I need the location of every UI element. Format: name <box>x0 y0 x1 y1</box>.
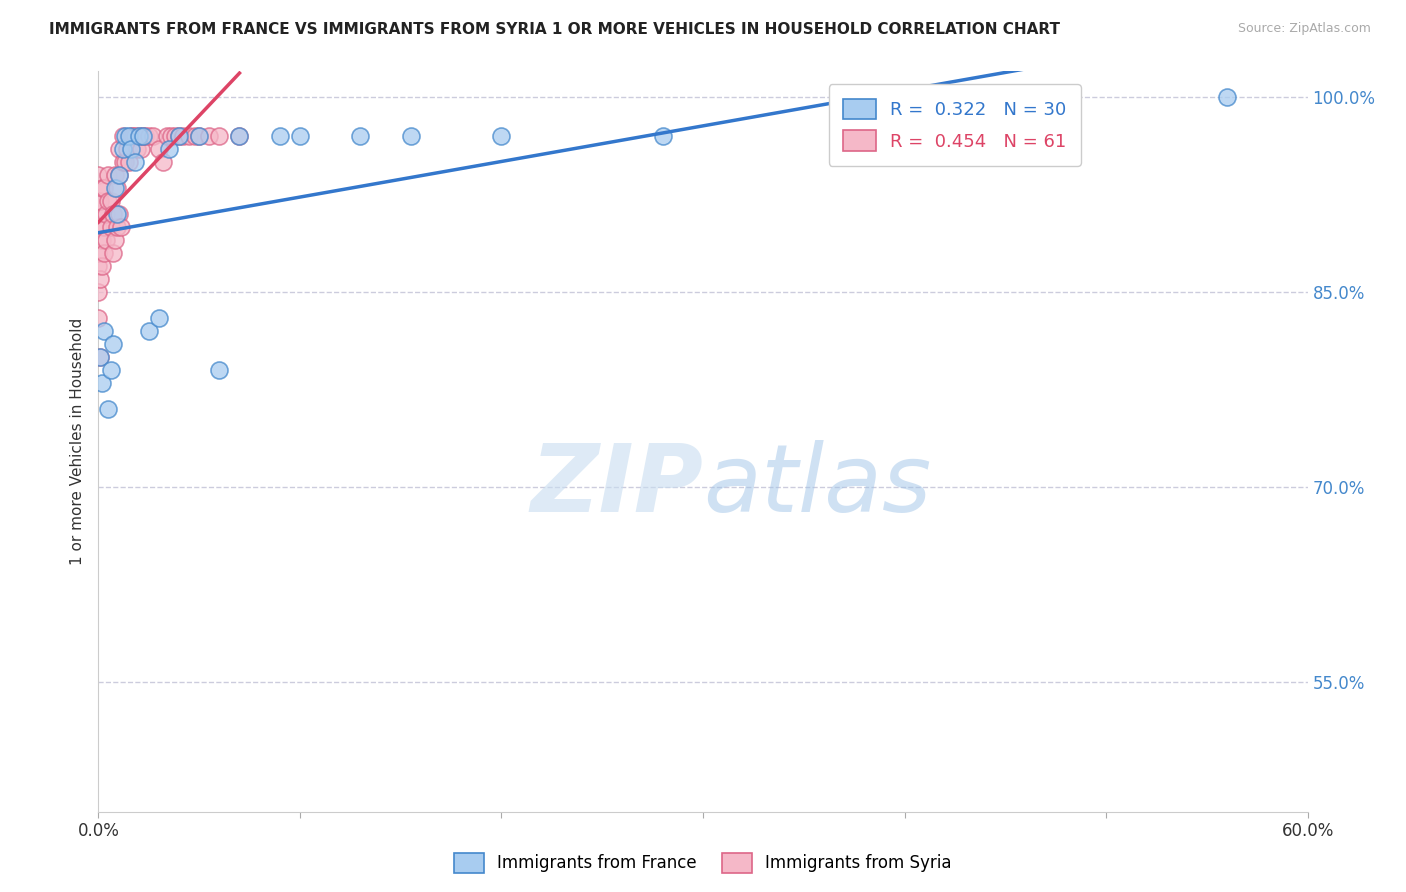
Point <box>184 129 207 144</box>
Point <box>118 129 141 144</box>
Point <box>157 142 180 156</box>
Point <box>288 129 311 144</box>
Point <box>228 129 250 144</box>
Point <box>87 259 110 273</box>
Point <box>105 207 128 221</box>
Point <box>111 129 134 144</box>
Point <box>167 129 190 144</box>
Point <box>163 129 186 144</box>
Point <box>118 155 141 169</box>
Point <box>87 207 110 221</box>
Point <box>107 207 129 221</box>
Point <box>1216 90 1239 104</box>
Point <box>228 129 250 144</box>
Point <box>269 129 291 144</box>
Point <box>188 129 211 144</box>
Point <box>121 129 143 144</box>
Text: atlas: atlas <box>703 441 931 532</box>
Point <box>120 129 142 144</box>
Point <box>114 129 136 144</box>
Point <box>111 155 134 169</box>
Point <box>93 324 115 338</box>
Point <box>198 129 221 144</box>
Point <box>103 233 125 247</box>
Point <box>124 155 146 169</box>
Point <box>93 246 115 260</box>
Point <box>101 246 124 260</box>
Point <box>114 155 136 169</box>
Point <box>111 142 134 156</box>
Point <box>87 285 110 300</box>
Point <box>103 181 125 195</box>
Point <box>129 142 152 156</box>
Point <box>89 272 111 286</box>
Point <box>87 311 110 326</box>
Point <box>87 220 110 235</box>
Point <box>208 363 231 377</box>
Point <box>142 129 165 144</box>
Point <box>87 168 110 182</box>
Point <box>125 142 148 156</box>
Point <box>152 155 174 169</box>
Point <box>115 142 138 156</box>
Point <box>167 129 190 144</box>
Text: IMMIGRANTS FROM FRANCE VS IMMIGRANTS FROM SYRIA 1 OR MORE VEHICLES IN HOUSEHOLD : IMMIGRANTS FROM FRANCE VS IMMIGRANTS FRO… <box>49 22 1060 37</box>
Point <box>132 129 155 144</box>
Point <box>349 129 371 144</box>
Point <box>138 324 160 338</box>
Point <box>156 129 179 144</box>
Legend: Immigrants from France, Immigrants from Syria: Immigrants from France, Immigrants from … <box>447 847 959 880</box>
Point <box>91 181 114 195</box>
Point <box>124 129 146 144</box>
Point <box>188 129 211 144</box>
Point <box>105 220 128 235</box>
Point <box>100 220 122 235</box>
Point <box>134 129 156 144</box>
Point <box>128 129 150 144</box>
Point <box>97 194 120 209</box>
Point <box>96 207 118 221</box>
Point <box>128 129 150 144</box>
Point <box>110 220 132 235</box>
Point <box>148 142 170 156</box>
Point <box>91 233 114 247</box>
Point <box>101 207 124 221</box>
Point <box>89 194 111 209</box>
Point <box>93 220 115 235</box>
Point <box>87 194 110 209</box>
Y-axis label: 1 or more Vehicles in Household: 1 or more Vehicles in Household <box>70 318 86 566</box>
Point <box>93 181 115 195</box>
Point <box>91 259 114 273</box>
Point <box>89 350 111 364</box>
Point <box>105 181 128 195</box>
Point <box>97 168 120 182</box>
Point <box>107 168 129 182</box>
Point <box>96 233 118 247</box>
Point <box>87 246 110 260</box>
Point <box>179 129 201 144</box>
Point <box>107 142 129 156</box>
Point <box>120 142 142 156</box>
Point <box>651 129 673 144</box>
Point <box>103 168 125 182</box>
Point <box>97 402 120 417</box>
Point <box>100 363 122 377</box>
Point <box>148 311 170 326</box>
Point <box>101 337 124 351</box>
Point <box>399 129 422 144</box>
Point <box>172 129 194 144</box>
Point <box>138 129 160 144</box>
Point <box>132 129 155 144</box>
Point <box>89 350 111 364</box>
Text: ZIP: ZIP <box>530 440 703 532</box>
Legend: R =  0.322   N = 30, R =  0.454   N = 61: R = 0.322 N = 30, R = 0.454 N = 61 <box>828 84 1081 166</box>
Text: Source: ZipAtlas.com: Source: ZipAtlas.com <box>1237 22 1371 36</box>
Point <box>491 129 513 144</box>
Point <box>91 376 114 390</box>
Point <box>100 194 122 209</box>
Point <box>107 168 129 182</box>
Point <box>208 129 231 144</box>
Point <box>160 129 183 144</box>
